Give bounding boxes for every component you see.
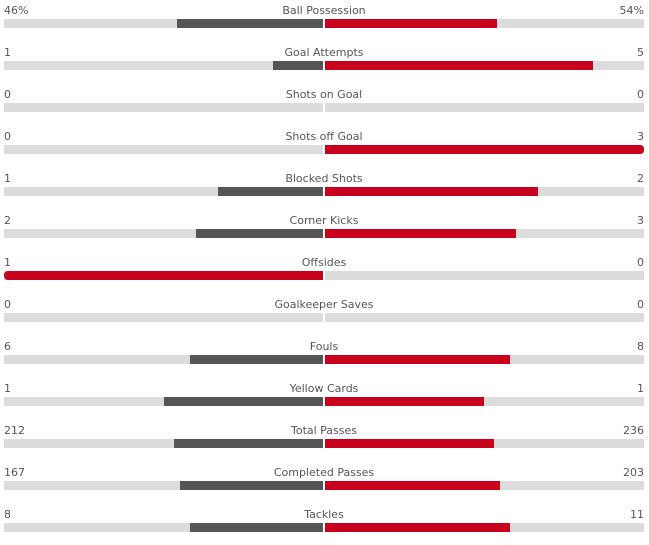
away-value: 2: [637, 172, 644, 185]
bar-center-divider: [323, 103, 325, 112]
home-bar: [164, 397, 324, 406]
away-bar: [324, 481, 500, 490]
away-bar: [324, 19, 497, 28]
stat-row-goalkeeper-saves: 0 Goalkeeper Saves 0: [4, 297, 644, 323]
home-value: 6: [4, 340, 11, 353]
away-value: 3: [637, 214, 644, 227]
home-bar: [218, 187, 324, 196]
stat-row-goal-attempts: 1 Goal Attempts 5: [4, 45, 644, 71]
stat-bar: [4, 145, 644, 154]
stat-name: Shots on Goal: [285, 88, 363, 101]
home-value: 0: [4, 88, 11, 101]
away-value: 0: [637, 256, 644, 269]
away-bar: [324, 61, 593, 70]
away-bar: [324, 523, 510, 532]
away-bar: [324, 187, 538, 196]
bar-center-divider: [323, 355, 325, 364]
bar-center-divider: [323, 397, 325, 406]
stat-bar: [4, 313, 644, 322]
stat-row-offsides: 1 Offsides 0: [4, 255, 644, 281]
bar-center-divider: [323, 61, 325, 70]
stat-bar: [4, 481, 644, 490]
home-value: 167: [4, 466, 25, 479]
home-bar: [4, 271, 324, 280]
home-value: 46%: [4, 4, 29, 17]
stat-bar: [4, 523, 644, 532]
stat-name: Total Passes: [290, 424, 358, 437]
stat-row-fouls: 6 Fouls 8: [4, 339, 644, 365]
stat-bar: [4, 19, 644, 28]
away-value: 203: [623, 466, 644, 479]
stat-row-blocked-shots: 1 Blocked Shots 2: [4, 171, 644, 197]
away-value: 8: [637, 340, 644, 353]
stat-bar: [4, 397, 644, 406]
away-value: 0: [637, 298, 644, 311]
home-value: 1: [4, 46, 11, 59]
home-bar: [190, 355, 324, 364]
stat-name: Corner Kicks: [289, 214, 359, 227]
stat-name: Goalkeeper Saves: [274, 298, 374, 311]
home-value: 0: [4, 130, 11, 143]
away-value: 236: [623, 424, 644, 437]
stat-row-shots-on-goal: 0 Shots on Goal 0: [4, 87, 644, 113]
stat-name: Goal Attempts: [284, 46, 364, 59]
away-bar: [324, 145, 644, 154]
away-bar: [324, 439, 494, 448]
away-value: 5: [637, 46, 644, 59]
stat-row-yellow-cards: 1 Yellow Cards 1: [4, 381, 644, 407]
away-value: 1: [637, 382, 644, 395]
stat-name: Completed Passes: [273, 466, 375, 479]
bar-center-divider: [323, 229, 325, 238]
stat-bar: [4, 271, 644, 280]
home-value: 2: [4, 214, 11, 227]
stat-row-total-passes: 212 Total Passes 236: [4, 423, 644, 449]
home-bar: [177, 19, 324, 28]
bar-center-divider: [323, 271, 325, 280]
stat-row-tackles: 8 Tackles 11: [4, 507, 644, 533]
stat-bar: [4, 229, 644, 238]
home-value: 0: [4, 298, 11, 311]
stat-name: Shots off Goal: [285, 130, 363, 143]
bar-center-divider: [323, 439, 325, 448]
home-value: 212: [4, 424, 25, 437]
stat-bar: [4, 187, 644, 196]
bar-center-divider: [323, 145, 325, 154]
away-value: 11: [630, 508, 644, 521]
bar-center-divider: [323, 313, 325, 322]
stat-name: Fouls: [309, 340, 339, 353]
stat-name: Blocked Shots: [285, 172, 363, 185]
home-bar: [196, 229, 324, 238]
bar-center-divider: [323, 523, 325, 532]
away-value: 0: [637, 88, 644, 101]
home-value: 1: [4, 172, 11, 185]
away-value: 54%: [619, 4, 644, 17]
bar-center-divider: [323, 187, 325, 196]
stat-row-completed-passes: 167 Completed Passes 203: [4, 465, 644, 491]
stat-name: Ball Possession: [282, 4, 366, 17]
home-bar: [180, 481, 324, 490]
stat-row-shots-off-goal: 0 Shots off Goal 3: [4, 129, 644, 155]
home-bar: [273, 61, 324, 70]
home-value: 8: [4, 508, 11, 521]
home-value: 1: [4, 256, 11, 269]
away-bar: [324, 355, 510, 364]
bar-center-divider: [323, 19, 325, 28]
home-bar: [174, 439, 324, 448]
stat-bar: [4, 439, 644, 448]
bar-center-divider: [323, 481, 325, 490]
stat-name: Tackles: [304, 508, 344, 521]
home-bar: [190, 523, 324, 532]
stat-name: Yellow Cards: [289, 382, 359, 395]
stat-row-corner-kicks: 2 Corner Kicks 3: [4, 213, 644, 239]
stat-row-ball-possession: 46% Ball Possession 54%: [4, 3, 644, 29]
away-bar: [324, 229, 516, 238]
stat-bar: [4, 61, 644, 70]
stat-bar: [4, 355, 644, 364]
away-bar: [324, 397, 484, 406]
away-value: 3: [637, 130, 644, 143]
stat-name: Offsides: [301, 256, 347, 269]
home-value: 1: [4, 382, 11, 395]
stat-bar: [4, 103, 644, 112]
